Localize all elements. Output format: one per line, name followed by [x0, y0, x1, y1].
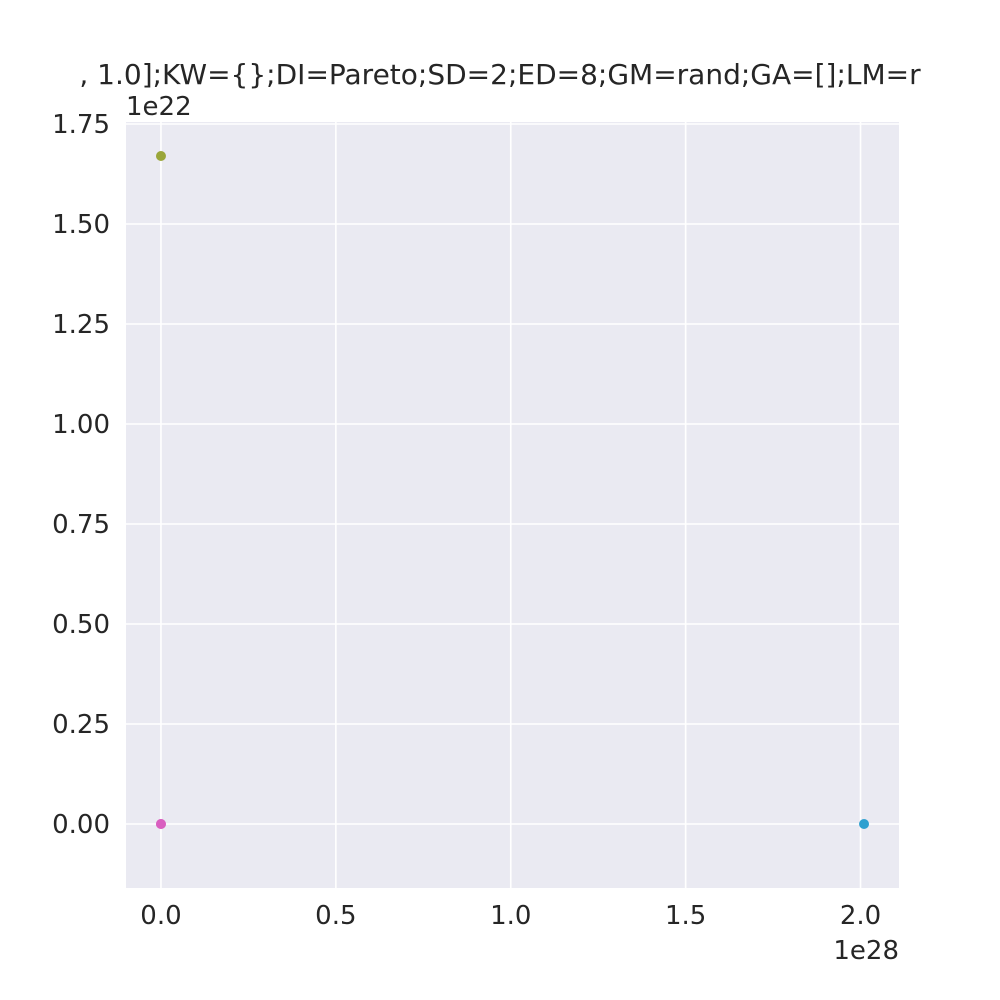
- y-tick-label: 0.25: [52, 710, 110, 740]
- y-tick-label: 0.00: [52, 810, 110, 840]
- y-tick-label: 1.75: [52, 110, 110, 140]
- chart-title: , 1.0];KW={};DI=Pareto;SD=2;ED=8;GM=rand…: [79, 58, 921, 91]
- data-point: [155, 819, 166, 829]
- x-tick-label: 1.5: [665, 901, 706, 931]
- x-tick-label: 0.5: [315, 901, 356, 931]
- data-point: [859, 819, 870, 829]
- y-tick-label: 1.00: [52, 410, 110, 440]
- x-tick-label: 0.0: [140, 901, 181, 931]
- y-tick-label: 0.75: [52, 510, 110, 540]
- x-tick-label: 1.0: [490, 901, 531, 931]
- y-offset-label: 1e22: [126, 92, 192, 122]
- grid-lines: [126, 122, 899, 888]
- x-tick-labels: 0.0 0.5 1.0 1.5 2.0: [140, 901, 881, 931]
- data-point: [155, 151, 166, 161]
- data-points: [155, 151, 870, 829]
- plot-area: [126, 122, 899, 888]
- y-tick-label: 1.50: [52, 210, 110, 240]
- y-tick-label: 1.25: [52, 310, 110, 340]
- x-tick-label: 2.0: [840, 901, 881, 931]
- x-offset-label: 1e28: [833, 936, 899, 966]
- y-tick-label: 0.50: [52, 610, 110, 640]
- y-tick-labels: 0.00 0.25 0.50 0.75 1.00 1.25 1.50 1.75: [52, 110, 110, 840]
